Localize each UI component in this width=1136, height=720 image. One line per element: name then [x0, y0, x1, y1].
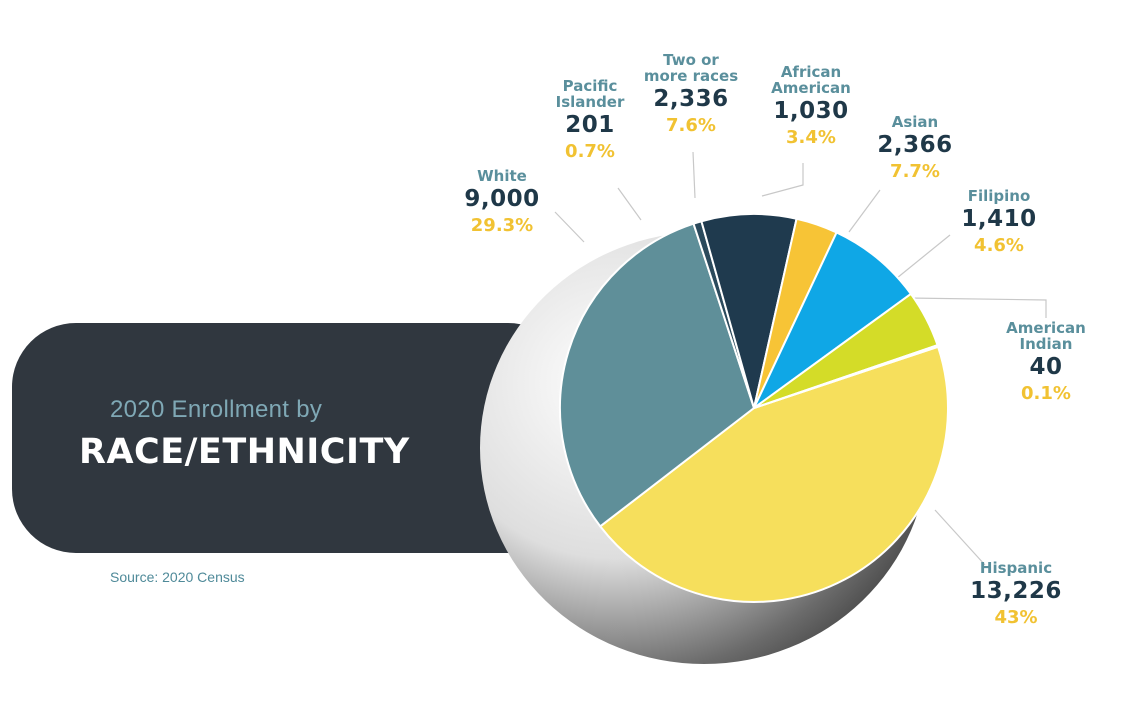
slice-name-label: White [477, 167, 527, 185]
slice-name-label: Pacific Islander [555, 77, 625, 111]
slice-name-label: Filipino [967, 187, 1031, 205]
slice-percent-label: 29.3% [470, 215, 534, 236]
source-note: Source: 2020 Census [110, 569, 245, 585]
slice-label: Asian 2,366 7.7% [877, 114, 952, 184]
slice-count-label: 2,366 [877, 132, 953, 158]
pie-slice-american-indian [753, 343, 940, 409]
chart-subtitle: 2020 Enrollment by [110, 396, 323, 423]
leader-line [692, 151, 696, 199]
pie-slice-hispanic [598, 345, 949, 603]
slice-count-label: 2,336 [653, 86, 729, 112]
slice-label: American Indian 40 0.1% [1006, 320, 1086, 406]
slice-count-label: 9,000 [464, 186, 540, 212]
slice-count-label: 201 [565, 112, 615, 138]
slice-percent-label: 3.4% [786, 127, 836, 148]
slice-count-label: 13,226 [970, 578, 1062, 604]
slice-name-label: Asian [891, 113, 939, 131]
slice-label: Pacific Islander 201 0.7% [556, 78, 625, 164]
title-banner [12, 323, 572, 553]
slice-count-label: 40 [1029, 354, 1063, 380]
slice-name-label: Hispanic [979, 559, 1053, 577]
pie-slice-two-or-more-races [700, 213, 798, 409]
slice-percent-label: 7.7% [890, 161, 940, 182]
slice-percent-label: 0.7% [565, 141, 615, 162]
leader-line [848, 189, 881, 233]
leader-line [907, 297, 1047, 318]
pie-slice-asian [753, 231, 913, 409]
slice-percent-label: 4.6% [974, 235, 1024, 256]
slice-count-label: 1,030 [773, 98, 849, 124]
slice-label: Hispanic 13,226 43% [970, 560, 1062, 630]
leader-line [554, 211, 585, 243]
slice-name-label: American Indian [1006, 319, 1086, 353]
chart-title: RACE/ETHNICITY [79, 432, 410, 472]
pie-slice-white [559, 222, 756, 528]
slice-name-label: African American [771, 63, 851, 97]
leader-line [934, 509, 986, 566]
slice-percent-label: 43% [994, 607, 1038, 628]
slice-label: White 9,000 29.3% [464, 168, 539, 238]
slice-name-label: Two or more races [643, 51, 739, 85]
slice-label: Filipino 1,410 4.6% [961, 188, 1036, 258]
leader-line [761, 163, 804, 197]
leader-line [896, 234, 951, 279]
slice-label: African American 1,030 3.4% [771, 64, 851, 150]
slice-percent-label: 0.1% [1021, 383, 1071, 404]
slice-count-label: 1,410 [961, 206, 1037, 232]
slice-percent-label: 7.6% [666, 115, 716, 136]
slice-label: Two or more races 2,336 7.6% [644, 52, 738, 138]
leader-line [617, 187, 642, 221]
